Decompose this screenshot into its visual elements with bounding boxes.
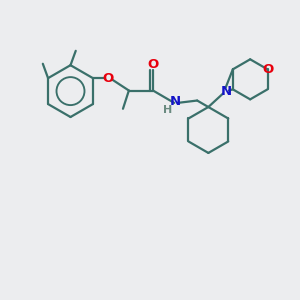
- Text: N: N: [220, 85, 232, 98]
- Text: N: N: [170, 95, 181, 108]
- Text: O: O: [102, 72, 113, 85]
- Text: O: O: [147, 58, 159, 71]
- Text: H: H: [163, 105, 172, 115]
- Text: O: O: [262, 63, 273, 76]
